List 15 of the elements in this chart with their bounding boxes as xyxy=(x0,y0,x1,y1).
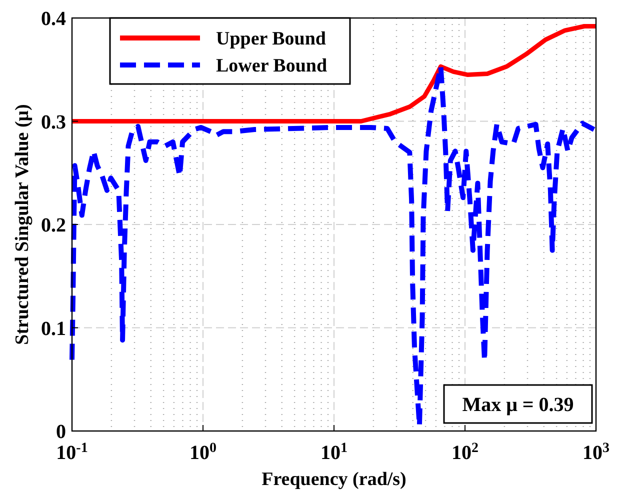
y-tick-label: 0.3 xyxy=(41,111,66,134)
y-tick-label: 0.2 xyxy=(41,214,66,236)
legend-label: Lower Bound xyxy=(216,56,328,77)
y-tick-label: 0.1 xyxy=(41,318,66,340)
x-axis-title: Frequency (rad/s) xyxy=(262,469,406,490)
x-tick-label: 10$^{-1}$ xyxy=(56,440,88,464)
y-axis-title: Structured Singular Value (μ) xyxy=(12,104,33,345)
y-tick-label: 0 xyxy=(56,421,66,443)
x-tick-label: 10$^{0}$ xyxy=(190,440,216,464)
annotation: Max μ = 0.39 xyxy=(462,394,574,416)
legend-label: Upper Bound xyxy=(216,28,326,50)
x-tick-label: 10$^{1}$ xyxy=(320,440,348,464)
y-tick-label: 0.4 xyxy=(41,8,66,30)
x-tick-label: 10$^{3}$ xyxy=(582,440,610,464)
x-tick-label: 10$^{2}$ xyxy=(452,440,478,464)
